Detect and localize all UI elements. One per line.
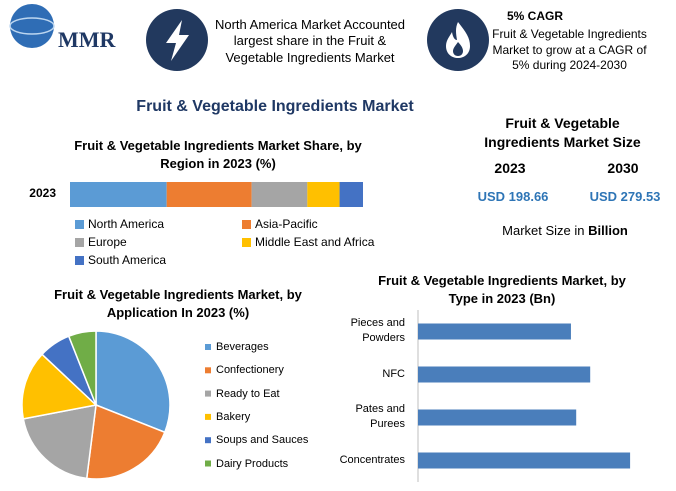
legend-swatch — [75, 220, 84, 229]
legend-swatch — [242, 238, 251, 247]
bar-segment — [251, 182, 308, 207]
bar — [418, 409, 577, 426]
size-value: USD 198.66 — [477, 189, 549, 204]
chart-title: Fruit & Vegetable Ingredients Market, by… — [378, 273, 626, 306]
pie-slice — [22, 404, 97, 480]
year: 2030 — [607, 160, 639, 176]
note-text: Market Size in — [502, 223, 585, 238]
logo-ring — [9, 17, 55, 35]
legend-label: Bakery — [216, 410, 251, 423]
bar — [418, 452, 631, 469]
legend-label: Middle East and Africa — [255, 235, 375, 249]
legend-label: South America — [88, 253, 167, 267]
category-label: Pieces and Powders — [350, 316, 405, 345]
legend-swatch — [205, 437, 211, 444]
category-label: 2023 — [29, 186, 56, 200]
category-label: NFC — [382, 367, 405, 380]
pie-slice — [67, 330, 97, 406]
legend-label: North America — [88, 217, 165, 231]
pie-slice — [21, 353, 98, 420]
logo-globe — [10, 4, 54, 48]
legend-swatch — [205, 460, 211, 467]
legend-swatch — [242, 220, 251, 229]
logo-text: MMR — [58, 27, 116, 52]
bar-segment — [70, 182, 167, 207]
legend-swatch — [75, 256, 84, 265]
icon-lightning — [166, 20, 189, 61]
category-label: Concentrates — [339, 453, 405, 466]
size-value: USD 279.53 — [589, 189, 661, 204]
legend-label: Soups and Sauces — [216, 434, 309, 447]
legend-label: Europe — [88, 235, 127, 249]
legend-swatch — [205, 344, 211, 350]
bar-segment — [339, 182, 363, 207]
legend-swatch — [75, 238, 84, 247]
category-label: Pates and Purees — [355, 402, 405, 431]
highlight-text: North America Market Accounted largest s… — [214, 17, 406, 65]
size-title: Fruit & Vegetable Ingredients Market Siz… — [484, 115, 641, 150]
legend-swatch — [205, 367, 211, 374]
bar-segment — [307, 182, 340, 207]
legend-label: Dairy Products — [216, 457, 289, 470]
bar — [418, 366, 591, 383]
year: 2023 — [494, 160, 526, 176]
icon-flame-inner — [453, 42, 463, 56]
bar-segment — [166, 182, 252, 207]
legend-label: Beverages — [216, 341, 269, 353]
legend-swatch — [205, 390, 211, 397]
note-unit: Billion — [588, 223, 628, 238]
pie-slice — [85, 403, 166, 480]
main-title: Fruit & Vegetable Ingredients Market — [136, 98, 414, 115]
legend-label: Confectionery — [216, 364, 284, 377]
legend-label: Asia-Pacific — [255, 217, 318, 231]
legend-swatch — [205, 413, 211, 420]
pie-slice — [95, 330, 171, 434]
legend-label: Ready to Eat — [216, 387, 280, 400]
chart-title: Fruit & Vegetable Ingredients Market Sha… — [74, 138, 362, 171]
bar — [418, 323, 571, 340]
highlight-text: Fruit & Vegetable Ingredients Market to … — [492, 27, 647, 73]
highlight-title: 5% CAGR — [506, 9, 563, 23]
size-note: Market Size in Billion — [470, 223, 660, 240]
chart-title: Fruit & Vegetable Ingredients Market, by… — [54, 287, 302, 320]
icon-flame — [446, 22, 470, 58]
